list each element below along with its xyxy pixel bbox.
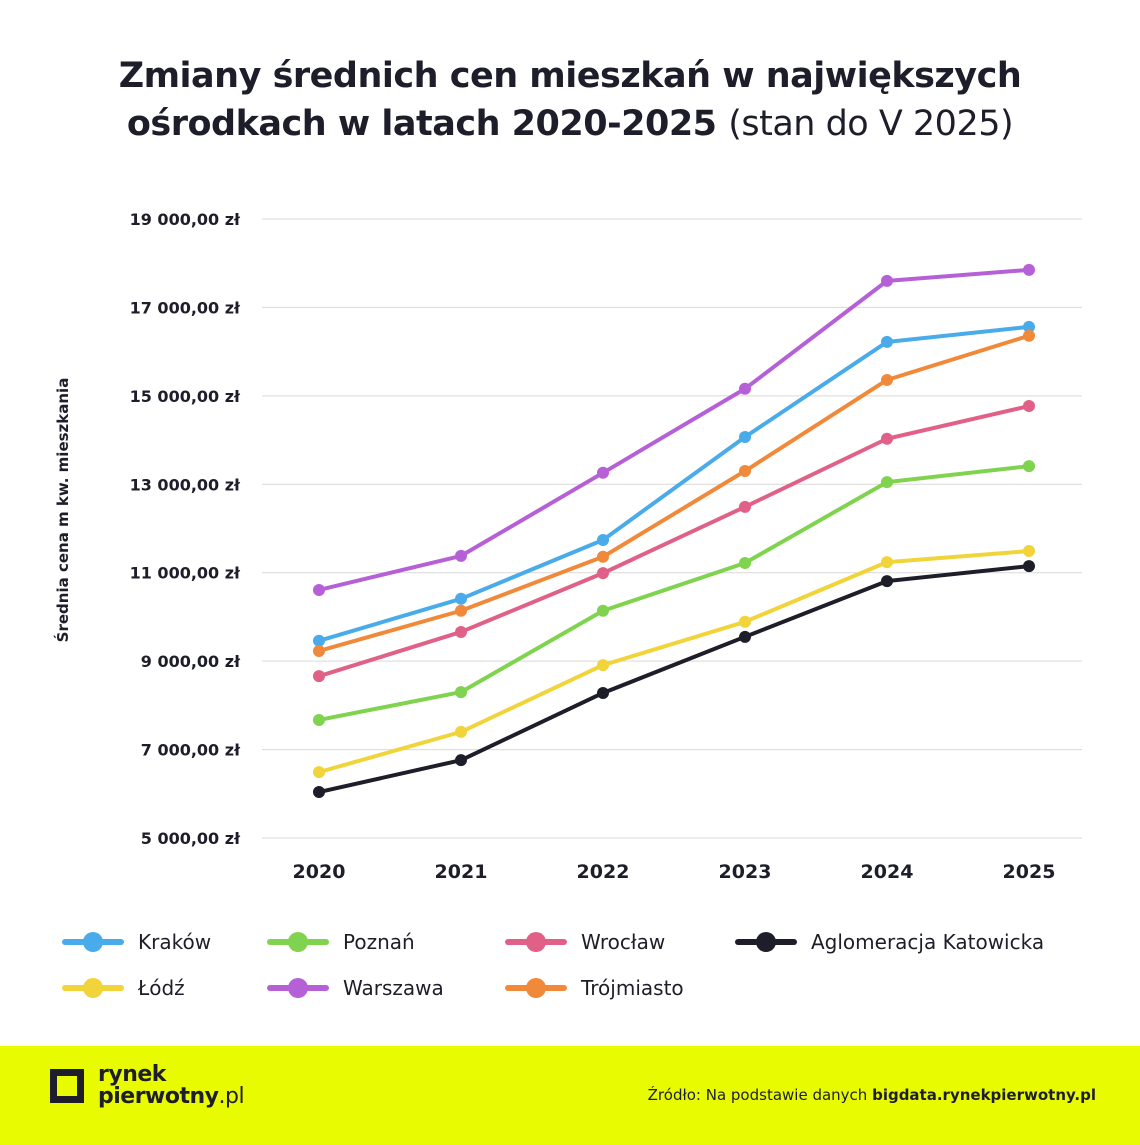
data-point: [739, 465, 751, 478]
data-point: [455, 625, 467, 638]
y-tick-label: 7 000,00 zł: [141, 741, 241, 760]
legend-swatch-icon: [62, 932, 124, 952]
data-point: [881, 476, 893, 489]
x-tick-label: 2024: [861, 861, 914, 883]
legend-label: Kraków: [138, 930, 212, 954]
data-point: [739, 382, 751, 395]
y-tick-label: 9 000,00 zł: [141, 652, 241, 671]
source-prefix: Źródło: Na podstawie danych: [647, 1086, 873, 1104]
data-point: [881, 274, 893, 287]
data-point: [455, 686, 467, 699]
data-point: [881, 575, 893, 588]
data-point: [739, 615, 751, 628]
data-point: [313, 670, 325, 683]
legend-item: Wrocław: [505, 930, 665, 954]
y-axis-label: Średnia cena m kw. mieszkania: [53, 378, 72, 643]
title-line-2: ośrodkach w latach 2020-2025: [126, 104, 717, 144]
y-tick-label: 5 000,00 zł: [141, 829, 241, 848]
x-tick-label: 2022: [577, 861, 630, 883]
legend-swatch-icon: [505, 978, 567, 998]
data-point: [455, 754, 467, 767]
data-point: [597, 533, 609, 546]
legend-item: Poznań: [267, 930, 415, 954]
data-point: [597, 550, 609, 563]
legend-label: Trójmiasto: [581, 976, 684, 1000]
data-point: [455, 592, 467, 605]
footer: rynek pierwotny.pl Źródło: Na podstawie …: [0, 1046, 1140, 1145]
logo-line-1: rynek: [98, 1062, 166, 1087]
series-line-trójmiasto: [318, 333, 1030, 653]
x-tick-label: 2020: [293, 861, 346, 883]
data-point: [313, 583, 325, 596]
y-tick-label: 13 000,00 zł: [130, 475, 241, 494]
data-point: [1023, 460, 1035, 473]
logo: rynek pierwotny.pl: [50, 1062, 245, 1109]
legend-item: Warszawa: [267, 976, 444, 1000]
data-point: [739, 630, 751, 643]
logo-mark-icon: [50, 1069, 84, 1103]
chart-subtitle: (stan do V 2025): [728, 104, 1014, 144]
data-point: [1023, 320, 1035, 333]
data-point: [1023, 400, 1035, 413]
data-point: [313, 786, 325, 799]
legend-item: Łódź: [62, 976, 185, 1000]
data-point: [455, 725, 467, 738]
series-line-poznań: [318, 464, 1030, 722]
legend-swatch-icon: [267, 932, 329, 952]
source-site: bigdata.rynekpierwotny.pl: [872, 1086, 1096, 1104]
legend-label: Warszawa: [343, 976, 444, 1000]
logo-line-2: pierwotny: [98, 1084, 219, 1109]
data-point: [881, 335, 893, 348]
x-tick-label: 2021: [435, 861, 488, 883]
legend-item: Aglomeracja Katowicka: [735, 930, 1044, 954]
title-line-1: Zmiany średnich cen mieszkań w największ…: [118, 56, 1022, 96]
series-line-kraków: [318, 324, 1030, 643]
data-point: [313, 766, 325, 779]
data-point: [1023, 545, 1035, 558]
legend-label: Poznań: [343, 930, 415, 954]
series-line-aglomeracja-katowicka: [318, 564, 1030, 794]
data-point: [597, 567, 609, 580]
legend-label: Wrocław: [581, 930, 666, 954]
data-point: [597, 466, 609, 479]
data-point: [1023, 263, 1035, 276]
data-point: [739, 500, 751, 513]
data-point: [597, 659, 609, 672]
data-point: [455, 604, 467, 617]
logo-suffix: .pl: [218, 1084, 245, 1109]
series-line-łódź: [318, 549, 1030, 775]
legend-label: Aglomeracja Katowicka: [811, 930, 1045, 954]
y-tick-label: 17 000,00 zł: [130, 298, 241, 317]
legend-swatch-icon: [62, 978, 124, 998]
legend-item: Trójmiasto: [505, 976, 684, 1000]
data-point: [881, 373, 893, 386]
data-point: [313, 644, 325, 657]
chart-title: Zmiany średnich cen mieszkań w największ…: [0, 52, 1140, 148]
y-tick-label: 15 000,00 zł: [130, 387, 241, 406]
data-point: [1023, 560, 1035, 573]
data-point: [1023, 329, 1035, 342]
legend-swatch-icon: [735, 932, 797, 952]
legend-swatch-icon: [267, 978, 329, 998]
legend-item: Kraków: [62, 930, 211, 954]
source-note: Źródło: Na podstawie danych bigdata.ryne…: [648, 1086, 1096, 1104]
data-point: [881, 432, 893, 445]
series-line-wrocław: [318, 404, 1030, 679]
data-point: [881, 556, 893, 569]
x-tick-label: 2025: [1003, 861, 1056, 883]
x-tick-label: 2023: [719, 861, 772, 883]
y-tick-label: 11 000,00 zł: [130, 564, 241, 583]
data-point: [739, 556, 751, 569]
data-point: [597, 686, 609, 699]
data-point: [455, 549, 467, 562]
series-line-warszawa: [318, 267, 1030, 592]
data-point: [313, 634, 325, 647]
data-point: [739, 430, 751, 443]
legend-swatch-icon: [505, 932, 567, 952]
legend-label: Łódź: [138, 976, 185, 1000]
data-point: [313, 713, 325, 726]
y-tick-label: 19 000,00 zł: [130, 210, 241, 229]
data-point: [597, 604, 609, 617]
